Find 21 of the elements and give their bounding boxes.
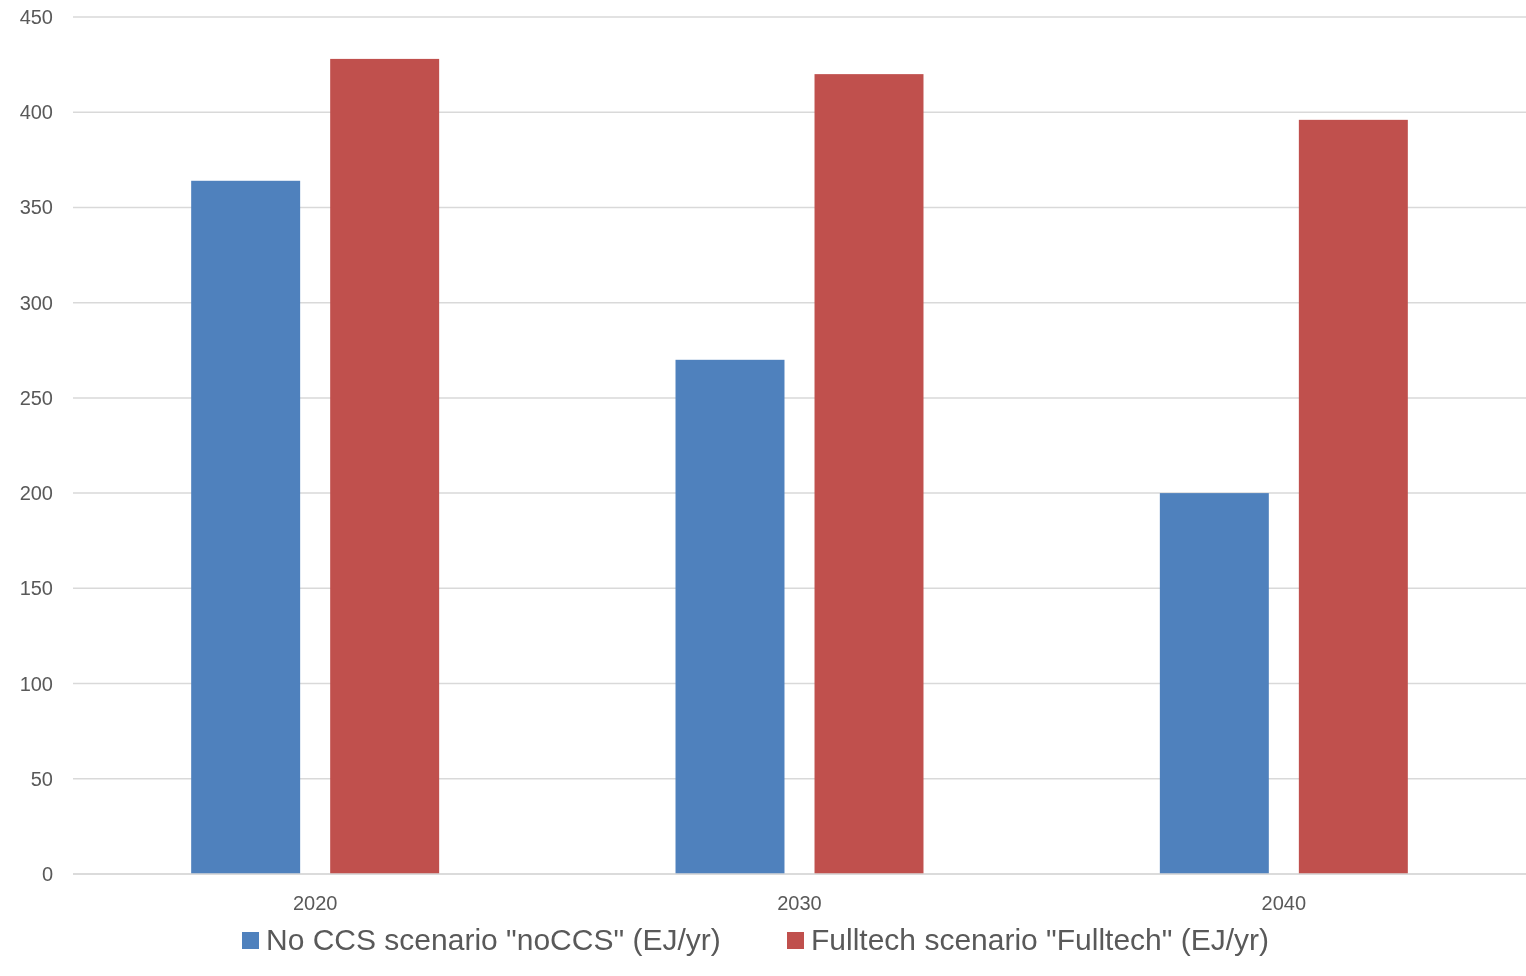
y-tick-label: 250 [19, 386, 53, 409]
y-tick-label: 400 [19, 101, 53, 124]
y-tick-label: 300 [19, 291, 53, 314]
legend-label: Fulltech scenario "Fulltech" (EJ/yr) [811, 923, 1270, 956]
legend-label: No CCS scenario "noCCS" (EJ/yr) [266, 923, 721, 956]
y-tick-label: 150 [19, 577, 53, 600]
bar [330, 58, 440, 874]
y-tick-label: 200 [19, 482, 53, 505]
bar [1298, 119, 1408, 874]
y-tick-label: 450 [19, 6, 53, 28]
bar [814, 74, 924, 874]
bar [1159, 493, 1269, 874]
x-tick-label: 2020 [292, 892, 338, 914]
bar [675, 359, 785, 874]
bar [191, 180, 301, 874]
x-tick-label: 2030 [777, 892, 822, 914]
y-tick-label: 350 [19, 196, 53, 219]
y-tick-label: 0 [41, 863, 53, 885]
y-tick-label: 100 [19, 672, 53, 695]
y-tick-label: 50 [30, 767, 53, 790]
x-tick-label: 2040 [1261, 892, 1307, 914]
